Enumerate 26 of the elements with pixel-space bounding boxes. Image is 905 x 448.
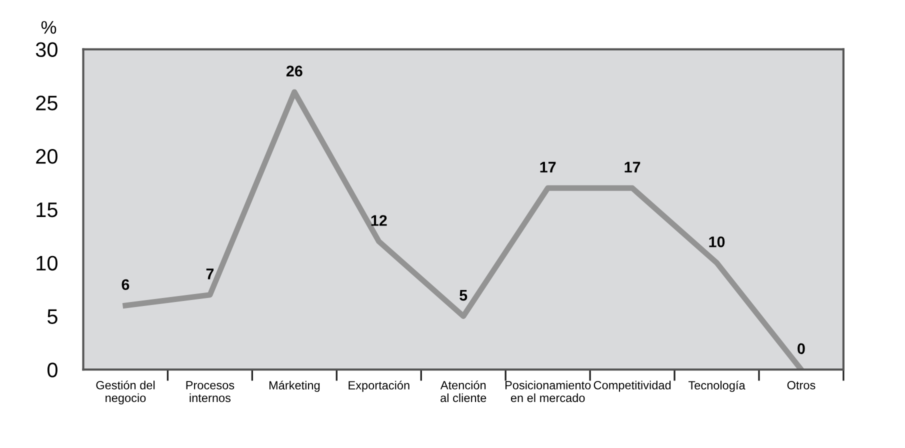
y-axis-title: % [41,21,56,34]
y-tick-label: 0 [47,362,58,378]
x-tick-label: Otros [787,381,816,390]
y-tick-label: 5 [48,309,58,324]
x-tick-label: Posicionamiento en el mercado [505,380,591,402]
x-tick-label: Procesos internos [186,381,234,402]
x-tick-label: Atención al cliente [440,380,486,402]
x-tick-label: Márketing [269,380,320,392]
data-label: 6 [122,279,130,290]
x-tick-label: Gestión del negocio [96,380,155,404]
data-label: 17 [624,162,640,172]
data-label: 12 [371,215,387,226]
x-tick-label: Tecnología [688,380,746,392]
y-tick-label: 30 [36,42,58,58]
data-label: 0 [798,343,805,354]
data-label: 5 [460,290,468,301]
y-tick-label: 25 [36,96,58,110]
y-tick-label: 20 [36,149,58,164]
data-label: 7 [206,268,214,280]
data-label: 10 [709,236,725,248]
x-tick-label: Exportación [348,380,410,392]
y-tick-label: 10 [36,256,58,271]
y-tick-label: 15 [36,202,58,218]
data-label: 26 [286,66,302,76]
x-tick-label: Competitividad [594,380,671,392]
data-label: 17 [540,162,556,172]
